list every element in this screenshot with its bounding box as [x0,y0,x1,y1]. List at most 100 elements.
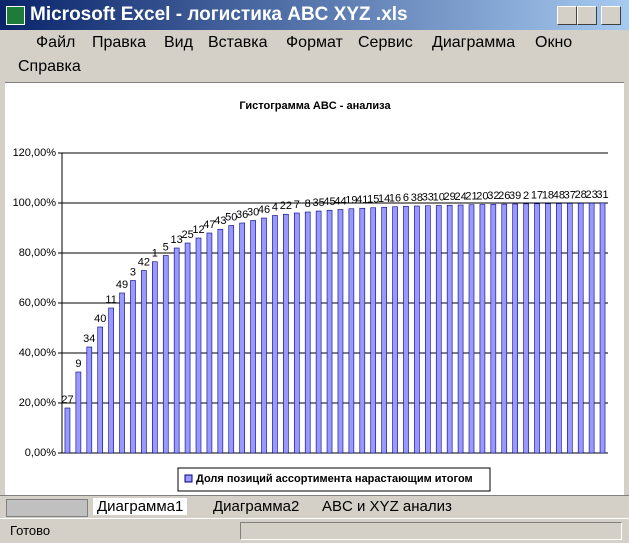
bar [556,203,562,454]
y-tick-label: 80,00% [19,247,57,259]
bar [545,203,551,454]
bar [97,326,104,454]
bar [184,242,191,454]
bar [479,204,486,454]
bar [173,247,180,454]
sheet-tab[interactable]: ABC и XYZ анализ [322,498,452,515]
data-label: 37 [564,189,576,201]
data-label: 6 [403,192,409,204]
data-label: 9 [75,358,81,370]
status-bar: Готово [0,518,629,543]
bar [403,205,409,454]
data-label: 50 [225,211,237,223]
data-label: 23 [585,189,597,201]
bar [414,205,420,454]
close-button[interactable] [601,6,621,25]
bar [359,207,366,454]
bar [64,407,71,454]
data-label: 29 [444,191,456,203]
chart-title: Гистограмма ABC - анализа [239,100,391,112]
menu-item[interactable]: Диаграмма [432,34,516,51]
bar [348,208,355,454]
bar [435,205,442,454]
sheet-tabs: Диаграмма1 Диаграмма2 ABC и XYZ анализ [0,495,629,518]
bar [457,204,464,454]
data-label: 15 [367,194,379,206]
bar [141,270,147,454]
data-label: 49 [116,279,128,291]
menu-item[interactable]: Справка [18,58,81,75]
data-label: 7 [294,199,300,211]
bar [162,255,169,454]
bar [75,371,82,454]
data-label: 17 [531,190,543,202]
app-icon [6,6,25,25]
bar [534,203,540,454]
bar [512,203,518,454]
data-label: 27 [61,394,73,406]
bar [239,222,245,454]
bar [490,203,497,454]
y-tick-label: 120,00% [13,147,57,159]
sheet-tab[interactable]: Диаграмма1 [93,498,188,515]
data-label: 25 [181,229,193,241]
bar [283,213,289,454]
maximize-button[interactable] [577,6,597,25]
data-label: 28 [575,189,587,201]
data-label: 39 [509,190,521,202]
data-label: 1 [152,248,158,260]
data-label: 31 [596,189,608,201]
data-label: 14 [378,193,390,205]
legend-swatch [184,474,193,483]
data-label: 16 [389,193,401,205]
bar [217,228,224,454]
data-label: 3 [130,266,136,278]
bar [523,203,529,454]
data-label: 24 [454,191,466,203]
data-label: 35 [312,197,324,209]
y-tick-label: 100,00% [13,197,57,209]
sheet-tab[interactable]: Диаграмма2 [213,498,300,515]
bar [261,217,267,454]
data-label: 21 [465,191,477,203]
tab-scroll-buttons[interactable] [6,499,88,517]
bar [228,225,235,454]
menu-item[interactable]: Окно [535,34,573,51]
menu-item[interactable]: Файл [36,34,76,51]
bar [250,220,256,454]
bar [381,206,387,454]
data-label: 48 [553,189,565,201]
data-label: 36 [236,209,248,221]
bar [337,209,344,454]
data-label: 41 [356,194,368,206]
menu-item[interactable]: Правка [92,34,147,51]
menu-item[interactable]: Формат [286,34,343,51]
y-tick-label: 60,00% [19,297,57,309]
data-label: 26 [498,190,510,202]
data-label: 45 [323,196,335,208]
minimize-button[interactable] [557,6,577,25]
bar [566,203,573,454]
legend-label: Доля позиций ассортимента нарастающим ит… [196,473,473,485]
y-tick-label: 20,00% [19,397,57,409]
data-label: 46 [258,204,270,216]
bar [315,210,322,454]
menu-item[interactable]: Сервис [358,34,413,51]
status-text: Готово [10,523,51,538]
data-label: 19 [345,195,357,207]
status-panels [240,522,622,540]
data-label: 42 [138,256,150,268]
bar [370,207,377,454]
menu-item[interactable]: Вид [164,34,193,51]
bar [392,206,398,454]
menu-item[interactable]: Вставка [208,34,268,51]
data-label: 18 [542,190,554,202]
data-label: 5 [163,241,169,253]
bar [119,292,125,454]
bar [108,307,114,454]
title-bar: Microsoft Excel - логистика ABC XYZ .xls [0,0,629,30]
bar [293,212,300,454]
bar [599,202,606,454]
data-label: 47 [203,219,215,231]
